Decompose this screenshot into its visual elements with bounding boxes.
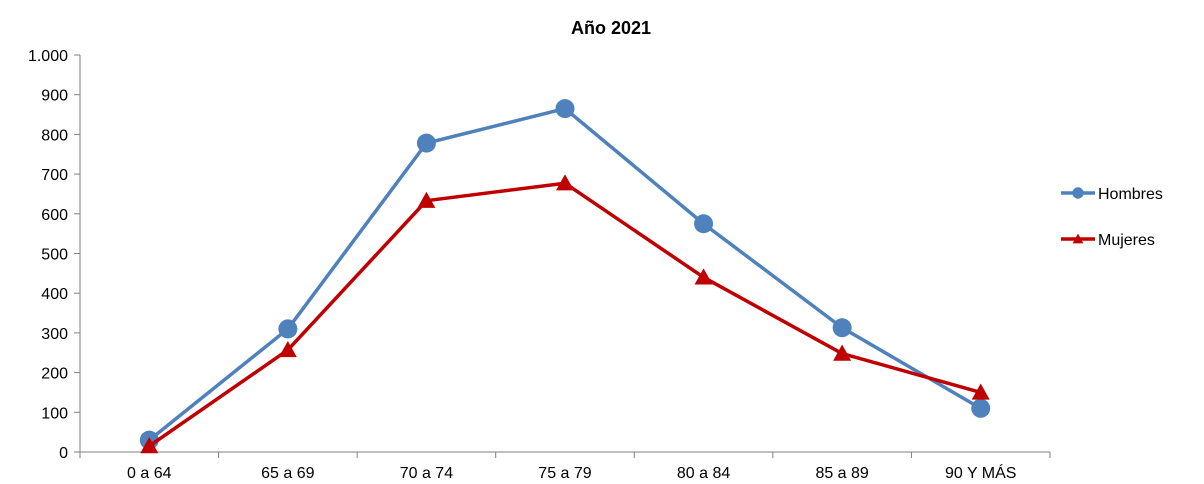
data-point-hombres <box>278 319 298 339</box>
y-tick-label: 300 <box>41 326 68 343</box>
y-tick-label: 500 <box>41 247 68 264</box>
y-tick-label: 800 <box>41 127 68 144</box>
series-group <box>139 99 991 454</box>
legend: Hombres Mujeres <box>1061 186 1163 249</box>
data-point-mujeres <box>556 174 574 191</box>
y-tick-label: 100 <box>41 405 68 422</box>
data-point-mujeres <box>140 437 159 454</box>
x-tick-label: 0 a 64 <box>127 465 172 482</box>
y-tick-label: 200 <box>41 366 68 383</box>
y-tick-label: 900 <box>41 88 68 105</box>
x-tick-label: 90 Y MÁS <box>945 463 1016 482</box>
y-tick-label: 600 <box>41 207 68 224</box>
x-tick-label: 65 a 69 <box>261 465 314 482</box>
legend-marker-hombres <box>1072 187 1084 199</box>
legend-label-mujeres: Mujeres <box>1098 232 1155 249</box>
data-point-mujeres <box>278 340 297 358</box>
data-point-mujeres <box>417 191 436 208</box>
series-line-mujeres <box>148 181 982 448</box>
chart-title: Año 2021 <box>571 18 651 38</box>
data-point-mujeres <box>694 268 713 285</box>
data-point-mujeres <box>971 383 990 400</box>
legend-marker-mujeres <box>1072 233 1084 244</box>
data-point-hombres <box>971 398 991 418</box>
data-point-hombres <box>832 318 852 338</box>
data-point-hombres <box>694 214 714 234</box>
y-tick-label: 1.000 <box>28 48 68 65</box>
data-point-hombres <box>555 99 575 119</box>
x-axis-ticks: 0 a 64 65 a 69 70 a 74 75 a 79 80 a 84 85 a 8… <box>79 452 1051 482</box>
x-tick-label: 85 a 89 <box>815 465 868 482</box>
x-tick-label: 70 a 74 <box>400 465 453 482</box>
x-tick-label: 80 a 84 <box>677 465 730 482</box>
y-tick-label: 0 <box>59 445 68 462</box>
legend-label-hombres: Hombres <box>1098 186 1163 203</box>
y-axis-ticks: 0 100 200 300 400 500 600 700 800 900 1.000 <box>28 48 80 462</box>
x-tick-label: 75 a 79 <box>538 465 591 482</box>
data-point-mujeres <box>833 344 852 361</box>
series-line-hombres <box>148 106 982 442</box>
y-tick-label: 700 <box>41 167 68 184</box>
y-tick-label: 400 <box>41 286 68 303</box>
data-point-hombres <box>416 133 436 153</box>
